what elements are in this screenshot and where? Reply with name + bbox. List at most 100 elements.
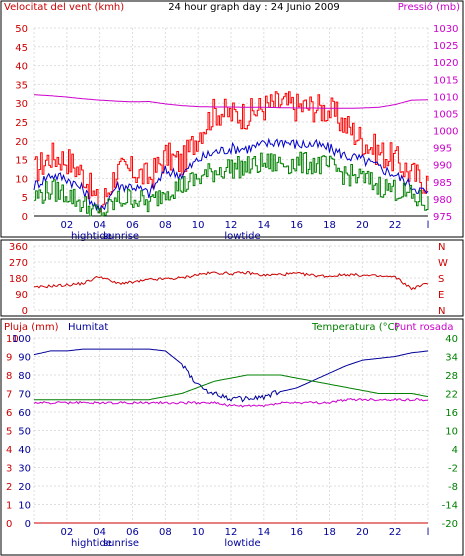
- tide-sun-annotation: hightide: [71, 538, 112, 549]
- y-tick-label-right: 980: [433, 195, 452, 206]
- rain-tick-label: 1: [6, 501, 12, 512]
- x-tick-label: 08: [159, 527, 172, 538]
- humidity-tick-label: 70: [18, 390, 31, 401]
- humidity-tick-label: 60: [18, 408, 31, 419]
- temperature-axis-label: Temperatura (°C): [311, 322, 399, 333]
- y-tick-label-left: 270: [9, 258, 28, 269]
- x-tick-label: 12: [225, 527, 238, 538]
- y-tick-label-left: 180: [9, 274, 28, 285]
- tide-sun-annotation: lowtide: [224, 538, 260, 549]
- y-tick-label-left: 25: [15, 118, 28, 129]
- series-line: [34, 270, 429, 291]
- x-tick-label: 04: [93, 527, 106, 538]
- series-line: [34, 374, 429, 401]
- x-tick-label: 06: [126, 527, 139, 538]
- humidity-tick-label: 50: [18, 427, 31, 438]
- x-tick-label: 14: [257, 220, 270, 231]
- y-tick-label-left: 15: [15, 156, 28, 167]
- y-tick-label-left: 0: [22, 306, 28, 317]
- rain-tick-label: 5: [6, 427, 12, 438]
- y-tick-label-left: 30: [15, 99, 28, 110]
- tide-sun-annotation: sunrise: [103, 231, 139, 242]
- y-tick-label-right: 985: [433, 178, 452, 189]
- humidity-tick-label: 10: [18, 501, 31, 512]
- y-tick-label-left: 0: [22, 212, 28, 223]
- compass-label: W: [438, 258, 448, 269]
- tide-sun-annotation: sunrise: [103, 538, 139, 549]
- rain-tick-label: 4: [6, 445, 12, 456]
- y-tick-label-right: 1025: [433, 41, 458, 52]
- rain-tick-label: 2: [6, 482, 12, 493]
- x-tick-label: 02: [60, 220, 73, 231]
- rain-tick-label: 10: [6, 334, 19, 345]
- x-tick-label: 08: [159, 220, 172, 231]
- temperature-tick-label: -8: [448, 482, 458, 493]
- temperature-tick-label: 16: [445, 408, 458, 419]
- dewpoint-axis-label: Punt rosada: [394, 322, 453, 333]
- humidity-tick-label: 40: [18, 445, 31, 456]
- humidity-tick-label: 90: [18, 353, 31, 364]
- y-tick-label-right: 975: [433, 212, 452, 223]
- y-tick-label-right: 990: [433, 161, 452, 172]
- temperature-tick-label: -2: [448, 464, 458, 475]
- temperature-tick-label: -20: [442, 519, 458, 530]
- tide-sun-annotation: hightide: [71, 231, 112, 242]
- x-tick-label: 04: [93, 220, 106, 231]
- temperature-tick-label: -14: [442, 501, 458, 512]
- y-tick-label-right: 995: [433, 144, 452, 155]
- humidity-tick-label: 100: [12, 334, 31, 345]
- series-line: [34, 151, 429, 217]
- y-tick-label-left: 5: [22, 193, 28, 204]
- y-tick-label-right: 1015: [433, 75, 458, 86]
- temperature-tick-label: 4: [452, 445, 458, 456]
- humidity-axis-label: Humitat: [68, 322, 108, 333]
- x-tick-label: 12: [225, 220, 238, 231]
- temperature-tick-label: 10: [445, 427, 458, 438]
- x-tick-label: 20: [356, 220, 369, 231]
- x-tick-label: 06: [126, 220, 139, 231]
- series-line: [33, 348, 429, 403]
- compass-label: N: [438, 306, 445, 317]
- temperature-tick-label: 22: [445, 390, 458, 401]
- rain-axis-label: Pluja (mm): [4, 322, 59, 333]
- x-tick-label: 10: [192, 220, 205, 231]
- x-tick-label: 18: [323, 220, 336, 231]
- x-tick-label: l: [427, 220, 430, 231]
- x-tick-label: 16: [290, 527, 303, 538]
- tide-sun-annotation: lowtide: [224, 231, 260, 242]
- y-tick-label-right: 1020: [433, 58, 458, 69]
- compass-label: N: [438, 242, 445, 253]
- y-tick-label-left: 10: [15, 174, 28, 185]
- series-line: [33, 397, 429, 408]
- compass-label: E: [438, 290, 444, 301]
- y-tick-label-left: 20: [15, 137, 28, 148]
- x-tick-label: 02: [60, 527, 73, 538]
- y-tick-label-left: 40: [15, 62, 28, 73]
- humidity-tick-label: 0: [25, 519, 31, 530]
- y-tick-label-left: 45: [15, 43, 28, 54]
- y-tick-label-right: 1010: [433, 92, 458, 103]
- y-tick-label-right: 1000: [433, 127, 458, 138]
- wind-pressure-panel: Velocitat del vent (kmh) 24 hour graph d…: [0, 0, 464, 242]
- compass-label: S: [438, 274, 444, 285]
- rain-tick-label: 6: [6, 408, 12, 419]
- y-tick-label-right: 1030: [433, 24, 458, 35]
- x-tick-label: 18: [323, 527, 336, 538]
- x-tick-label: 16: [290, 220, 303, 231]
- wind-speed-axis-label: Velocitat del vent (kmh): [4, 2, 124, 13]
- series-line: [33, 94, 428, 109]
- rain-tick-label: 9: [6, 353, 12, 364]
- chart-title: 24 hour graph day : 24 Junio 2009: [168, 2, 340, 13]
- y-tick-label-right: 1005: [433, 109, 458, 120]
- rain-humidity-temperature-panel: Pluja (mm) Humitat Temperatura (°C) Punt…: [0, 318, 464, 556]
- x-tick-label: 20: [356, 527, 369, 538]
- temperature-tick-label: 40: [445, 334, 458, 345]
- rain-tick-label: 3: [6, 464, 12, 475]
- humidity-tick-label: 80: [18, 371, 31, 382]
- humidity-tick-label: 30: [18, 464, 31, 475]
- x-tick-label: 22: [389, 220, 402, 231]
- x-tick-label: 10: [192, 527, 205, 538]
- y-tick-label-left: 50: [15, 24, 28, 35]
